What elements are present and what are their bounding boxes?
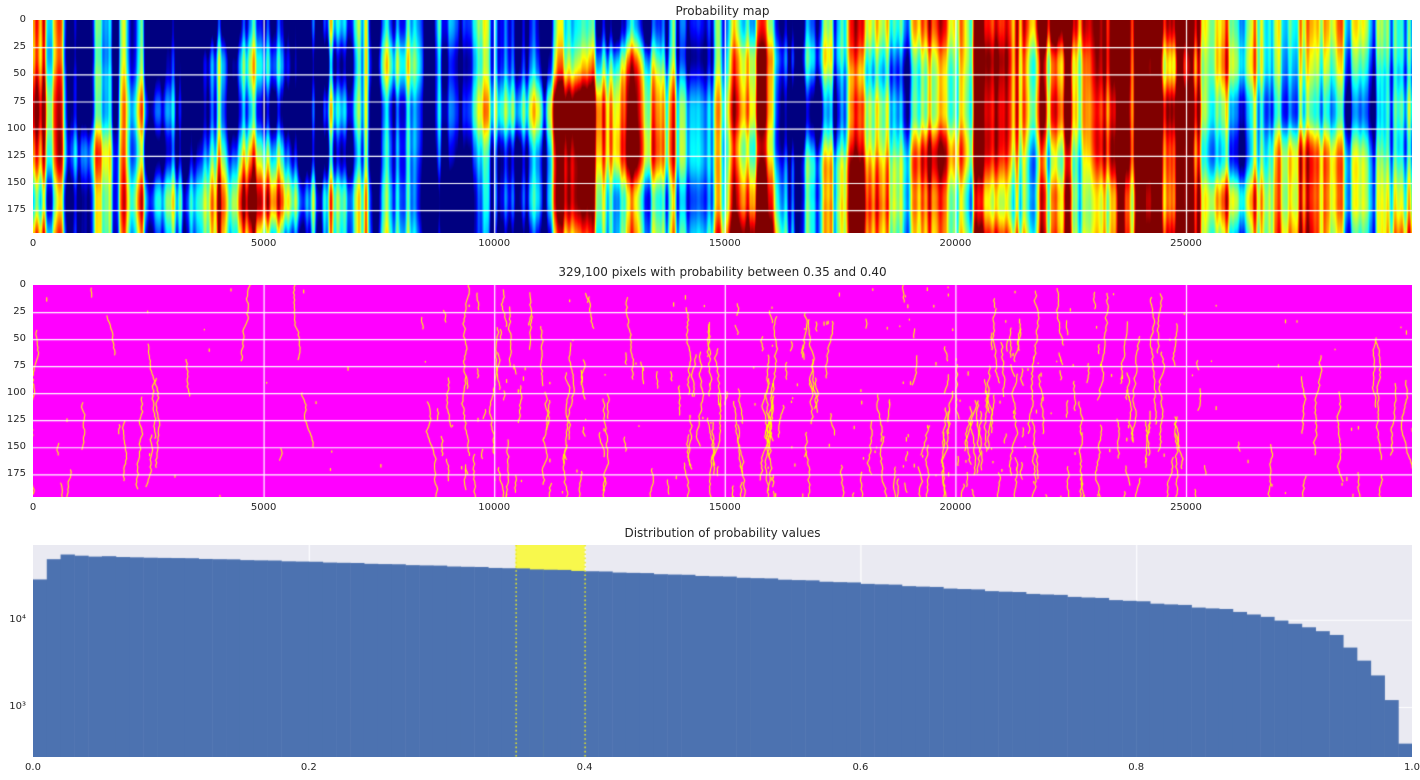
y-tick-label: 125 [6,414,26,426]
histogram-canvas [33,545,1412,757]
x-tick-label: 5000 [250,502,277,513]
probability-mask-canvas [33,285,1412,497]
probability-mask-title: 329,100 pixels with probability between … [558,265,887,279]
y-tick-label: 175 [6,468,26,480]
y-tick-label: 175 [6,204,26,216]
histogram-title: Distribution of probability values [624,526,821,540]
y-tick-label: 100 [6,122,26,134]
x-tick-label: 20000 [939,502,972,513]
x-tick-label: 0 [29,502,37,513]
x-tick-label: 0 [29,238,37,249]
y-tick-label: 0 [19,14,26,25]
x-tick-label: 25000 [1170,238,1202,249]
y-tick-label: 100 [6,387,26,399]
x-tick-label: 0.4 [576,762,593,773]
y-tick-label: 75 [13,95,26,107]
x-tick-label: 10000 [478,502,511,513]
x-tick-label: 5000 [250,238,277,249]
y-tick-label: 0 [19,279,26,290]
probability-map-title: Probability map [675,4,770,18]
y-tick-label: 50 [13,68,26,80]
y-tick-label: 150 [6,441,26,453]
y-tick-label: 25 [13,41,26,53]
x-tick-label: 25000 [1170,502,1202,513]
x-tick-label: 0.8 [1128,762,1145,773]
x-tick-label: 0.0 [25,762,41,773]
x-tick-label: 1.0 [1404,762,1420,773]
y-tick-label: 10⁴ [9,613,26,625]
x-tick-label: 20000 [939,238,972,249]
y-tick-label: 25 [13,306,26,318]
x-tick-label: 15000 [708,502,741,513]
y-tick-label: 50 [13,333,26,345]
x-tick-label: 15000 [708,238,741,249]
y-tick-label: 75 [13,360,26,372]
probability-map-canvas [33,20,1412,233]
y-tick-label: 125 [6,149,26,161]
y-tick-label: 150 [6,177,26,188]
x-tick-label: 10000 [478,238,511,249]
x-tick-label: 0.6 [852,762,869,773]
x-tick-label: 0.2 [300,762,317,773]
y-tick-label: 10³ [9,700,26,712]
